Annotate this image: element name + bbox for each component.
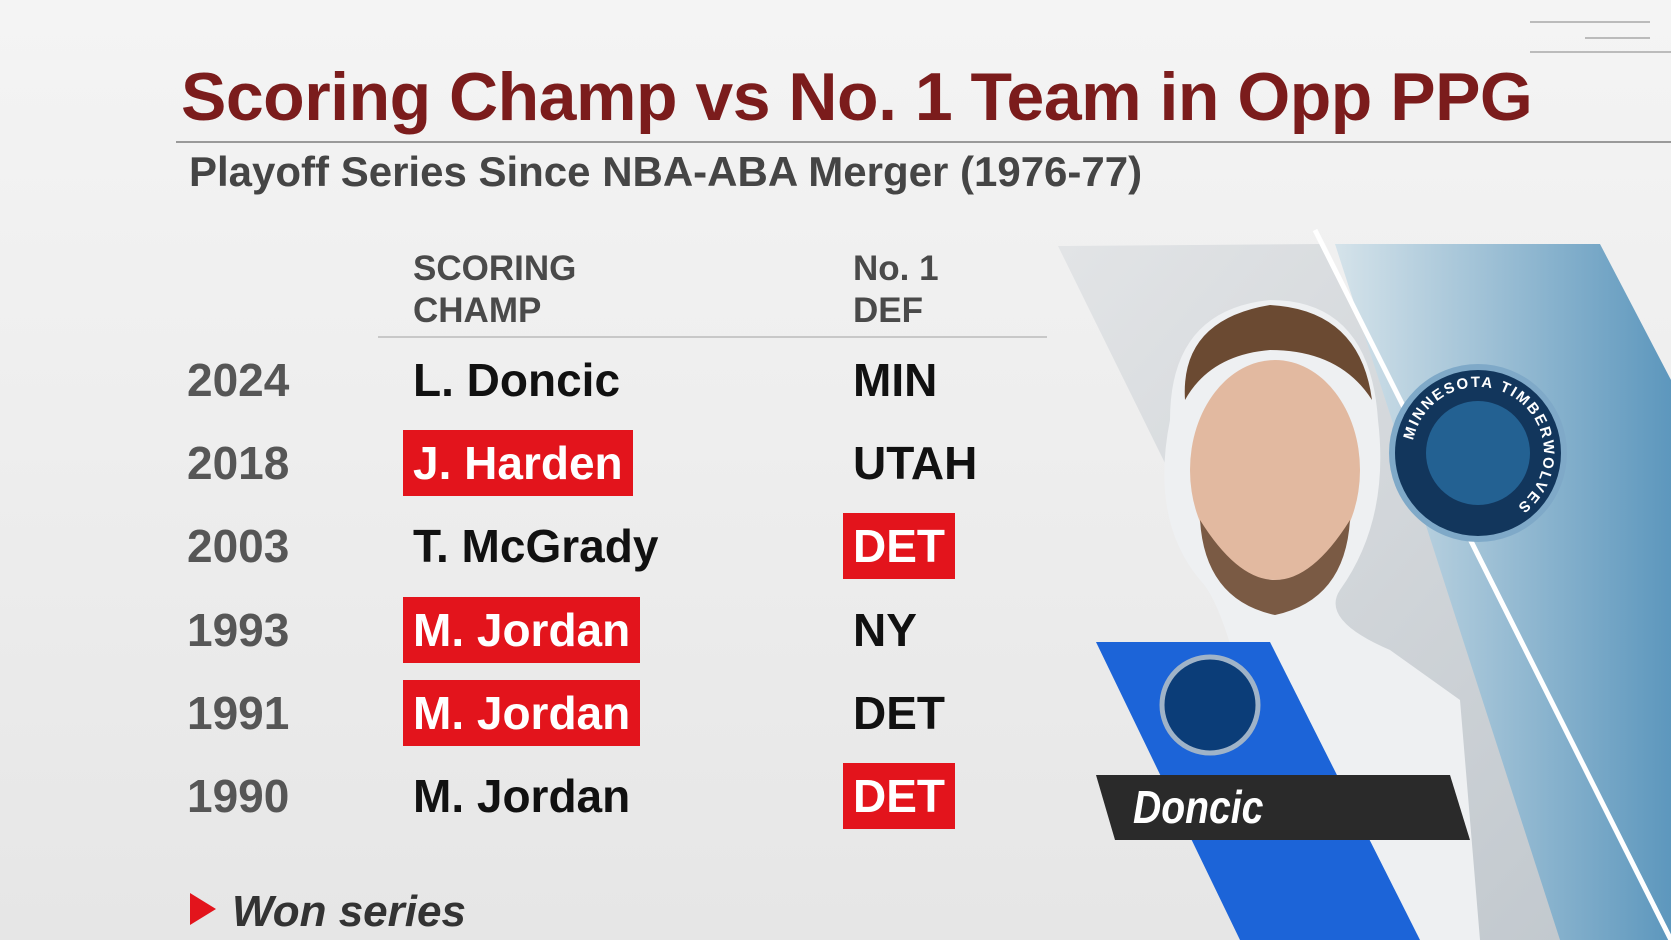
defense-team: NY [853,603,917,656]
champ: M. Jordan [403,679,641,746]
legend-label: Won series [232,887,466,936]
defense-team: MIN [853,354,938,406]
year: 2003 [187,520,290,573]
subtitle: Playoff Series Since NBA-ABA Merger (197… [189,148,1143,195]
champ: T. McGrady [413,520,659,573]
column-header: SCORING CHAMP [413,249,577,330]
year: 1990 [187,770,290,822]
defense-team: DET [843,513,955,580]
player-beard [1200,520,1350,615]
player-name: Doncic [1133,781,1264,833]
player-hair [1184,305,1372,400]
rule [176,141,1671,143]
column-header: No. 1 DEF [853,249,939,330]
year: 2024 [187,354,290,406]
title: Scoring Champ vs No. 1 Team in Opp PPG [181,59,1533,135]
stripe [1312,228,1671,940]
year: 1991 [187,686,290,739]
champ: M. Jordan [403,596,641,663]
team-logo [1159,654,1261,756]
defense-team: DET [853,686,945,739]
team-logo [1426,401,1530,505]
champ: M. Jordan [413,770,631,822]
rule [378,336,1047,338]
defense-team: UTAH [853,437,978,490]
champ: L. Doncic [413,354,621,406]
player-face [1190,360,1360,580]
legend-marker [190,893,216,925]
year: 1993 [187,603,290,656]
nameplate [1096,775,1470,840]
defense-team: DET [843,763,955,829]
year: 2018 [187,437,290,490]
champ: J. Harden [403,430,633,497]
